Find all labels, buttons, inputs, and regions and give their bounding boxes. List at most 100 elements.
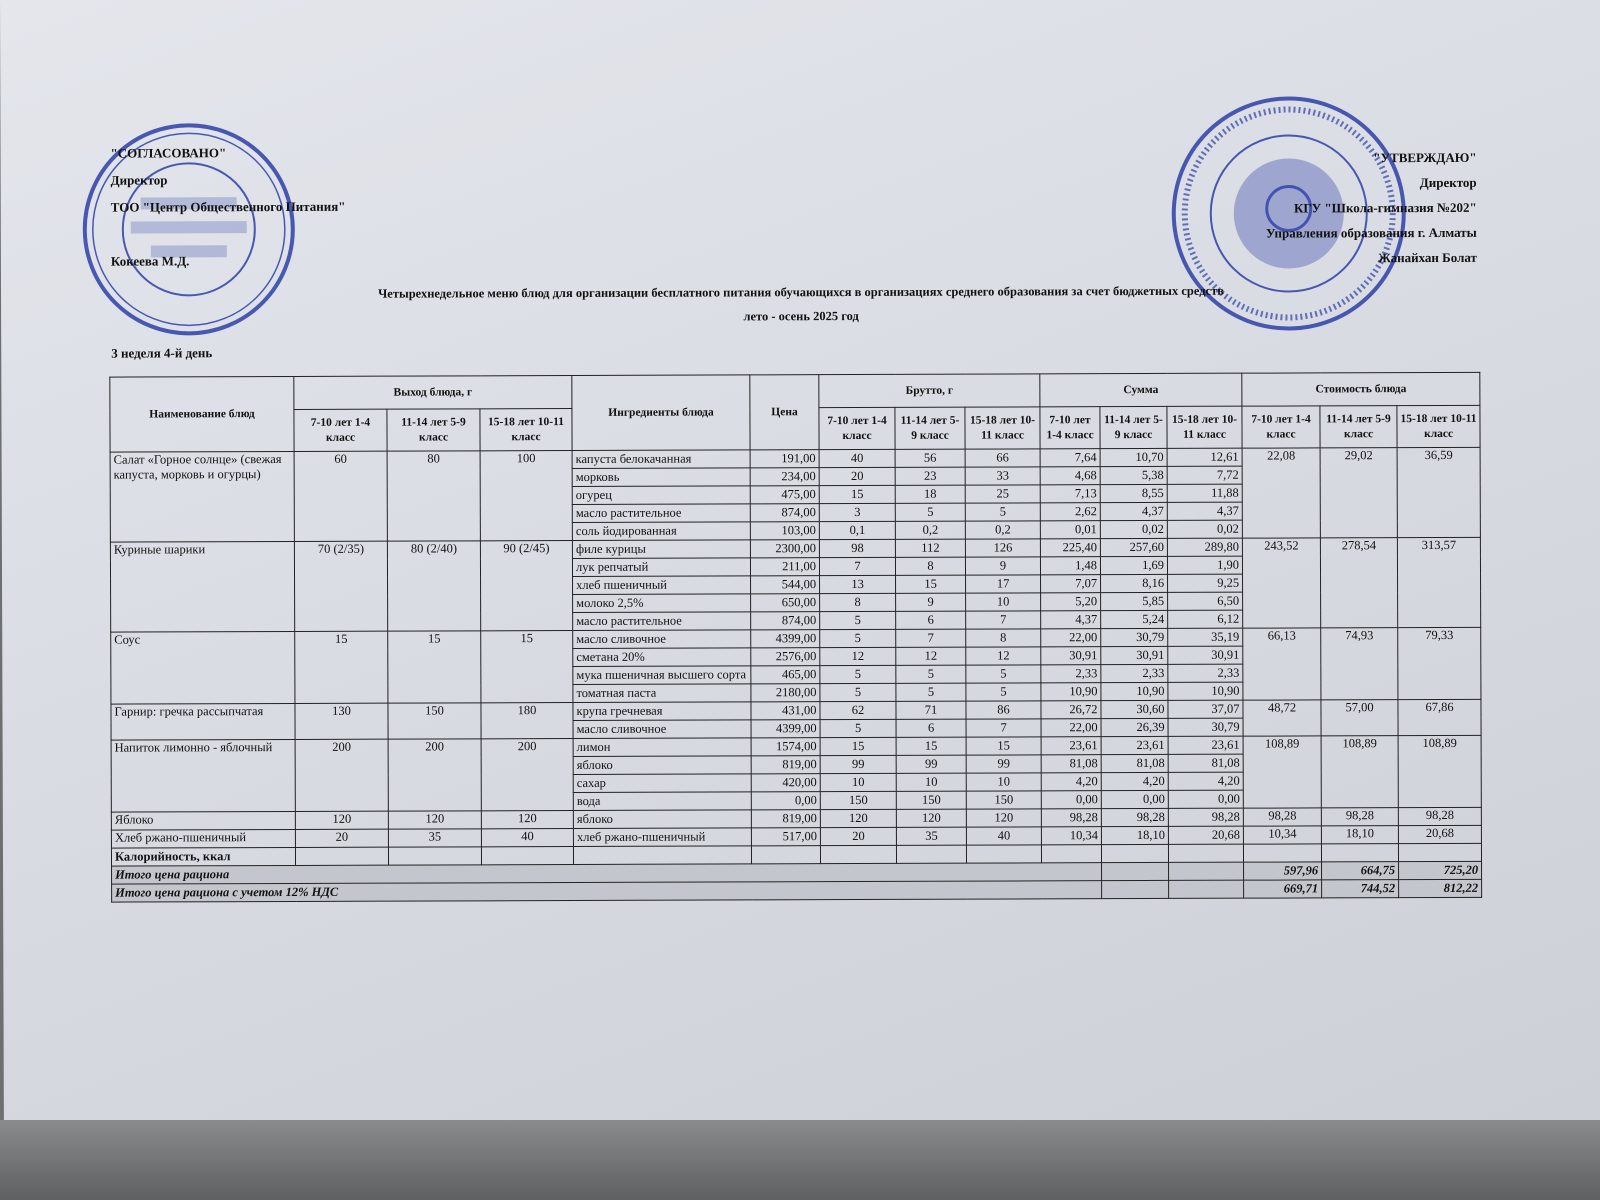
total-vat-row-value: 744,52 <box>1321 879 1399 898</box>
empty-cell <box>820 845 897 864</box>
ingredient-name: соль йодированная <box>572 521 751 541</box>
header-age-yield-0: 7-10 лет 1-4 класс <box>293 409 388 452</box>
ingredient-brutto: 18 <box>895 485 966 504</box>
ingredient-sum: 4,20 <box>1101 772 1169 791</box>
ingredient-brutto: 15 <box>820 737 897 756</box>
ingredient-sum: 2,33 <box>1100 664 1168 683</box>
ingredient-brutto: 7 <box>895 629 966 648</box>
header-brutto: Брутто, г <box>818 373 1040 408</box>
ingredient-brutto: 5 <box>895 503 966 522</box>
ingredient-sum: 30,79 <box>1168 718 1244 737</box>
ingredient-sum: 4,20 <box>1041 772 1102 791</box>
header-yield: Выход блюда, г <box>293 375 572 410</box>
ingredient-brutto: 20 <box>820 827 897 846</box>
approval-left-name: Кокеева М.Д. <box>110 253 190 269</box>
dish-cost: 20,68 <box>1398 825 1482 844</box>
dish-name: Гарнир: гречка рассыпчатая <box>110 703 296 741</box>
dish-yield: 100 <box>480 450 573 541</box>
dish-yield: 200 <box>295 739 389 812</box>
ingredient-sum: 10,90 <box>1167 682 1243 701</box>
dish-cost: 278,54 <box>1320 537 1398 628</box>
ingredient-sum: 8,55 <box>1100 484 1168 503</box>
ingredient-brutto: 99 <box>820 755 897 774</box>
ingredient-sum: 30,91 <box>1100 646 1168 665</box>
ingredient-sum: 81,08 <box>1101 754 1169 773</box>
table-row: Напиток лимонно - яблочный 200 200 200 лимон… <box>111 735 1482 813</box>
ingredient-name: капуста белокачанная <box>572 449 751 469</box>
ingredient-price: 4399,00 <box>750 629 820 648</box>
ingredient-brutto: 5 <box>819 629 896 648</box>
ingredient-brutto: 99 <box>896 755 967 774</box>
table-surface <box>0 1120 1600 1200</box>
ingredient-brutto: 8 <box>819 593 896 612</box>
ingredient-name: томатная паста <box>572 683 751 703</box>
dish-yield: 200 <box>481 738 574 811</box>
ingredient-sum: 98,28 <box>1041 808 1102 827</box>
dish-cost: 48,72 <box>1242 699 1322 737</box>
ingredient-sum: 35,19 <box>1167 628 1243 647</box>
ingredient-price: 475,00 <box>750 485 820 504</box>
ingredient-sum: 225,40 <box>1040 538 1101 557</box>
empty-cell <box>1168 880 1244 899</box>
ingredient-price: 874,00 <box>750 503 820 522</box>
header-age-cost-2: 15-18 лет 10-11 класс <box>1396 405 1481 448</box>
ingredient-name: масло растительное <box>572 611 751 631</box>
document-page: "СОГЛАСОВАНО" Директор ТОО "Центр Общест… <box>0 0 1600 1130</box>
dish-yield: 180 <box>480 702 574 739</box>
ingredient-sum: 30,91 <box>1167 646 1243 665</box>
ingredient-name: морковь <box>572 467 751 487</box>
ingredient-sum: 23,61 <box>1041 736 1102 755</box>
dish-yield: 150 <box>387 702 482 740</box>
header-price: Цена <box>749 374 820 450</box>
ingredient-brutto: 15 <box>819 485 896 504</box>
ingredient-brutto: 12 <box>895 647 966 666</box>
empty-cell <box>295 847 389 866</box>
empty-cell <box>1041 844 1102 863</box>
dish-name: Куриные шарики <box>110 541 295 633</box>
ingredient-brutto: 66 <box>965 448 1041 468</box>
ingredient-brutto: 17 <box>965 574 1041 594</box>
dish-cost: 313,57 <box>1397 537 1481 628</box>
empty-cell <box>966 844 1042 864</box>
approval-right-org: КГУ "Школа-гимназия №202" <box>1293 199 1477 216</box>
ingredient-brutto: 120 <box>820 809 897 828</box>
ingredient-brutto: 5 <box>819 611 896 630</box>
ingredient-brutto: 12 <box>965 646 1041 666</box>
ingredient-sum: 4,37 <box>1167 502 1243 521</box>
ingredient-sum: 10,34 <box>1041 826 1102 845</box>
ingredient-brutto: 10 <box>965 592 1041 612</box>
header-age-brutto-0: 7-10 лет 1-4 класс <box>818 407 896 450</box>
dish-yield: 130 <box>294 703 389 740</box>
ingredient-brutto: 150 <box>896 791 967 810</box>
ingredient-sum: 8,16 <box>1100 574 1168 593</box>
ingredient-brutto: 35 <box>896 827 967 846</box>
dish-cost: 98,28 <box>1243 807 1322 827</box>
dish-cost: 22,08 <box>1242 447 1321 539</box>
ingredient-sum: 289,80 <box>1167 538 1243 557</box>
header-age-sum-1: 11-14 лет 5-9 класс <box>1099 406 1168 449</box>
ingredient-sum: 5,24 <box>1100 610 1168 629</box>
ingredient-brutto: 5 <box>895 683 966 702</box>
header-age-cost-1: 11-14 лет 5-9 класс <box>1319 405 1398 448</box>
empty-cell <box>1101 880 1169 899</box>
dish-name: Соус <box>110 631 295 705</box>
dish-cost: 108,89 <box>1243 735 1322 809</box>
ingredient-sum: 26,72 <box>1040 700 1102 719</box>
dish-yield: 40 <box>481 828 574 847</box>
header-sum: Сумма <box>1039 373 1242 407</box>
ingredient-brutto: 40 <box>966 826 1042 846</box>
header-age-brutto-1: 11-14 лет 5-9 класс <box>894 407 966 450</box>
ingredient-sum: 22,00 <box>1040 628 1101 647</box>
ingredient-sum: 0,00 <box>1168 790 1244 809</box>
dish-yield: 20 <box>295 829 389 848</box>
ingredient-brutto: 99 <box>966 754 1042 774</box>
ingredient-sum: 1,90 <box>1167 556 1243 575</box>
dish-yield: 60 <box>294 451 388 542</box>
ingredient-name: хлеб ржано-пшеничный <box>573 827 752 847</box>
ingredient-brutto: 12 <box>819 647 896 666</box>
dish-name: Хлеб ржано-пшеничный <box>111 829 296 849</box>
ingredient-brutto: 25 <box>965 484 1041 504</box>
ingredient-name: масло растительное <box>572 503 751 523</box>
ingredient-brutto: 112 <box>895 539 966 558</box>
header-age-brutto-2: 15-18 лет 10-11 класс <box>964 406 1041 450</box>
